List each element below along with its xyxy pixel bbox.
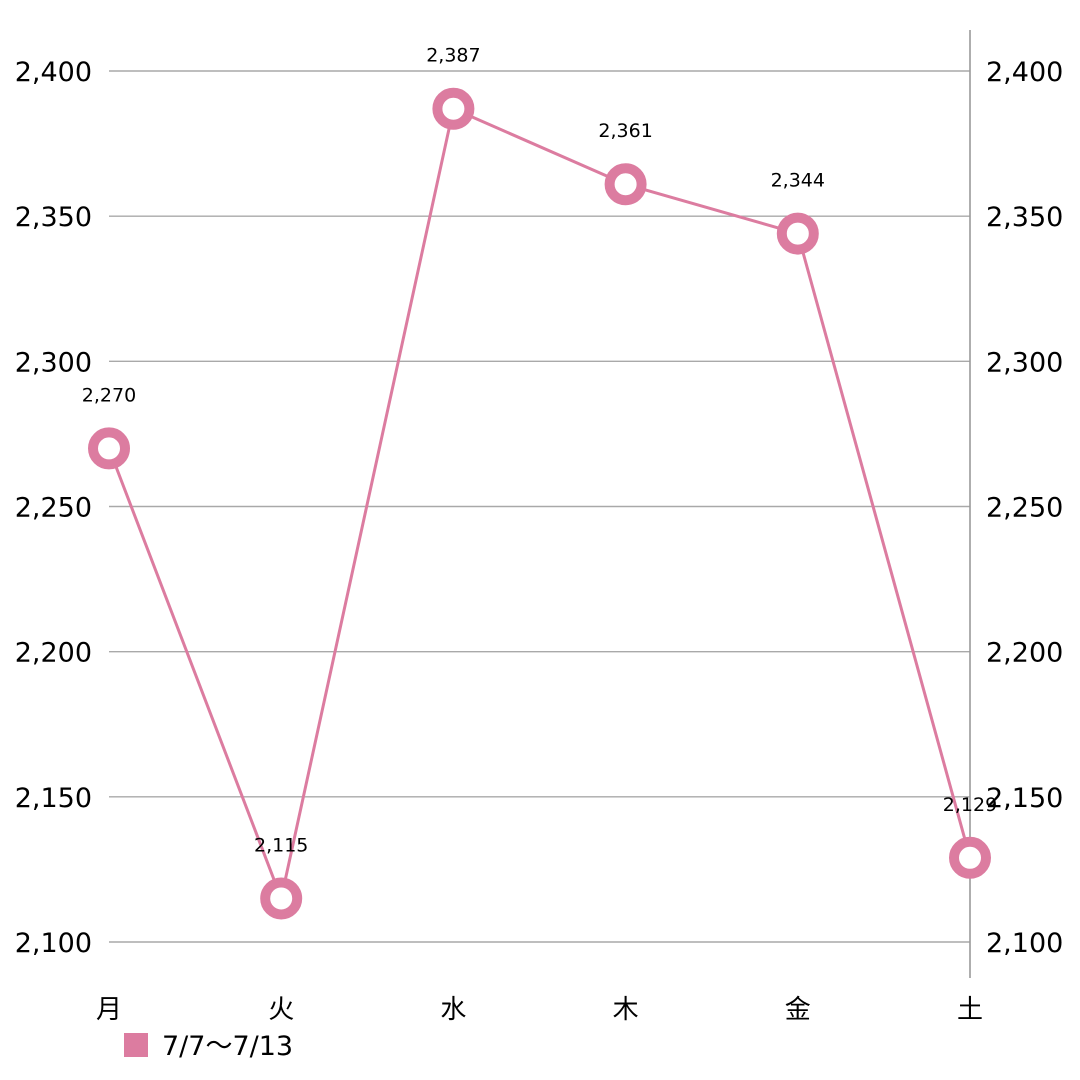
gridlines [109, 70, 970, 943]
y-tick-label-left: 2,100 [15, 928, 92, 959]
series-line [107, 107, 972, 900]
data-point [88, 427, 130, 470]
y-tick-label-left: 2,200 [15, 638, 92, 669]
data-label: 2,344 [771, 170, 825, 192]
y-tick-label-left: 2,250 [15, 493, 92, 524]
y-tick-label-right: 2,100 [986, 928, 1063, 959]
legend: 7/7～7/13 [124, 1031, 293, 1062]
y-tick-label-right: 2,300 [986, 347, 1063, 378]
series [88, 87, 991, 920]
x-category-label: 月 [96, 995, 122, 1025]
y-tick-label-left: 2,400 [15, 57, 92, 88]
y-tick-label-left: 2,150 [15, 783, 92, 814]
data-label: 2,270 [82, 384, 136, 406]
y-tick-label-right: 2,350 [986, 202, 1063, 233]
data-label: 2,361 [598, 120, 652, 142]
x-category-label: 水 [440, 995, 466, 1025]
y-tick-label-right: 2,150 [986, 783, 1063, 814]
data-label: 2,387 [426, 45, 480, 67]
legend-label: 7/7～7/13 [162, 1031, 293, 1062]
y-tick-label-right: 2,200 [986, 638, 1063, 669]
data-label: 2,115 [254, 834, 308, 856]
x-category-label: 火 [268, 995, 294, 1025]
x-category-label: 木 [613, 995, 639, 1025]
x-category-label: 土 [957, 995, 983, 1025]
data-point [260, 877, 303, 920]
y-tick-label-left: 2,300 [15, 347, 92, 378]
y-tick-label-left: 2,350 [15, 202, 92, 233]
data-point [432, 87, 475, 130]
data-point [949, 836, 991, 879]
data-label: 2,129 [943, 794, 997, 816]
y-tick-label-right: 2,250 [986, 493, 1063, 524]
data-point [776, 212, 819, 255]
legend-swatch [124, 1033, 148, 1057]
y-tick-label-right: 2,400 [986, 57, 1063, 88]
data-point [604, 163, 647, 206]
x-category-label: 金 [785, 995, 811, 1025]
data-labels: 2,270 2,115 2,387 2,361 2,344 2,129 [82, 45, 997, 857]
y-tick-labels: 2,100 2,100 2,150 2,150 2,200 2,200 2,250 2,250… [15, 57, 1064, 959]
x-category-labels: 月火水木金土 [96, 995, 983, 1025]
